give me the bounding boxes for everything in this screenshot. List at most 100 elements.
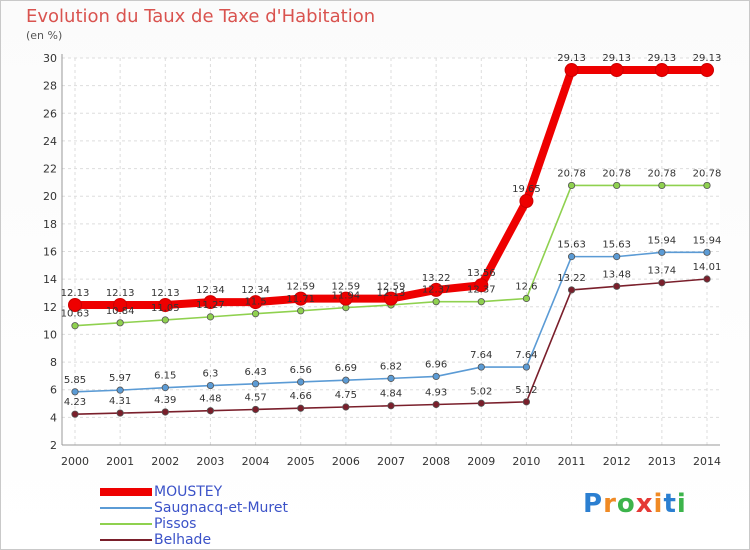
data-point (703, 181, 711, 190)
data-point (293, 291, 308, 306)
data-label: 10.84 (106, 306, 135, 317)
data-label: 4.48 (199, 394, 221, 405)
legend-label-saugnacq: Saugnacq-et-Muret (154, 500, 288, 516)
x-tick-label: 2014 (693, 455, 721, 468)
data-point (522, 294, 531, 303)
data-point (113, 297, 128, 312)
data-label: 10.63 (61, 309, 90, 320)
chart-unit-label: (en %) (26, 29, 63, 42)
data-point (116, 386, 124, 394)
data-point (613, 181, 621, 190)
data-label: 4.23 (64, 397, 86, 408)
logo-letter: i (676, 489, 687, 519)
data-label: 11.71 (286, 294, 315, 305)
logo-letter: x (635, 489, 654, 519)
x-tick-label: 2001 (106, 455, 134, 468)
data-point (387, 402, 395, 410)
data-point (161, 408, 169, 416)
x-tick-label: 2006 (332, 455, 360, 468)
data-label: 20.78 (602, 168, 631, 179)
logo-letter: o (616, 489, 636, 519)
data-label: 14.01 (693, 262, 722, 273)
x-tick-label: 2012 (603, 455, 631, 468)
legend-label-moustey: MOUSTEY (154, 484, 223, 500)
data-label: 12.59 (332, 282, 361, 293)
data-point (613, 253, 621, 261)
data-point (522, 363, 531, 371)
data-label: 13.22 (557, 273, 586, 284)
data-point (477, 399, 485, 407)
data-label: 12.34 (241, 285, 270, 296)
logo-letter: i (653, 489, 664, 519)
data-point (297, 378, 305, 386)
x-tick-label: 2010 (512, 455, 540, 468)
data-label: 13.74 (648, 266, 677, 277)
data-point (703, 275, 711, 283)
logo-letter: P (583, 489, 604, 519)
data-point (567, 181, 576, 190)
data-label: 29.13 (557, 53, 586, 64)
data-point (68, 297, 82, 312)
data-point (387, 374, 395, 382)
legend-swatch-saugnacq (100, 507, 152, 509)
data-label: 6.15 (154, 371, 176, 382)
data-point (161, 384, 169, 392)
data-label: 6.3 (202, 369, 218, 380)
y-tick-label: 12 (43, 301, 57, 314)
data-point (564, 63, 579, 78)
data-point (477, 363, 485, 371)
x-tick-label: 2002 (151, 455, 179, 468)
data-label: 4.57 (244, 392, 266, 403)
data-label: 12.59 (286, 282, 315, 293)
data-label: 4.31 (109, 396, 131, 407)
data-point (429, 282, 444, 297)
data-label: 4.93 (425, 388, 447, 399)
data-label: 12.59 (377, 282, 406, 293)
x-tick-label: 2004 (242, 455, 270, 468)
legend-swatch-moustey (100, 488, 152, 496)
data-point (522, 398, 531, 406)
data-label: 13.48 (602, 269, 631, 280)
y-tick-label: 10 (43, 328, 57, 341)
legend-swatch-belhade (100, 539, 152, 541)
data-label: 5.85 (64, 375, 86, 386)
data-point (342, 376, 350, 384)
data-point (432, 372, 440, 381)
y-tick-label: 30 (43, 52, 57, 65)
x-tick-label: 2008 (422, 455, 450, 468)
data-point (206, 313, 215, 321)
y-tick-label: 8 (50, 356, 57, 369)
data-point (71, 410, 79, 418)
data-label: 12.13 (377, 288, 406, 299)
data-label: 15.63 (602, 240, 631, 251)
x-tick-label: 2000 (61, 455, 89, 468)
x-tick-label: 2007 (377, 455, 405, 468)
data-label: 20.78 (648, 168, 677, 179)
data-label: 4.66 (290, 391, 312, 402)
data-point (161, 316, 169, 324)
data-label: 20.78 (557, 168, 586, 179)
proxiti-logo: Proxiti (583, 489, 687, 519)
y-tick-label: 26 (43, 107, 57, 120)
y-tick-label: 28 (43, 80, 57, 93)
data-point (71, 322, 79, 330)
x-tick-label: 2013 (648, 455, 676, 468)
data-point (297, 307, 305, 315)
data-point (567, 253, 576, 261)
data-label: 6.56 (290, 365, 312, 376)
data-point (609, 63, 624, 78)
y-tick-label: 2 (50, 439, 57, 452)
data-point (519, 194, 534, 209)
data-point (297, 404, 305, 412)
data-label: 19.65 (512, 184, 541, 195)
data-point (116, 319, 124, 327)
y-tick-label: 24 (43, 135, 57, 148)
data-point (206, 407, 215, 415)
data-point (567, 286, 576, 294)
data-label: 6.43 (244, 367, 266, 378)
data-point (432, 298, 440, 306)
data-label: 12.13 (151, 288, 180, 299)
data-point (71, 388, 79, 396)
data-label: 11.94 (332, 291, 361, 302)
data-label: 13.22 (422, 273, 451, 284)
